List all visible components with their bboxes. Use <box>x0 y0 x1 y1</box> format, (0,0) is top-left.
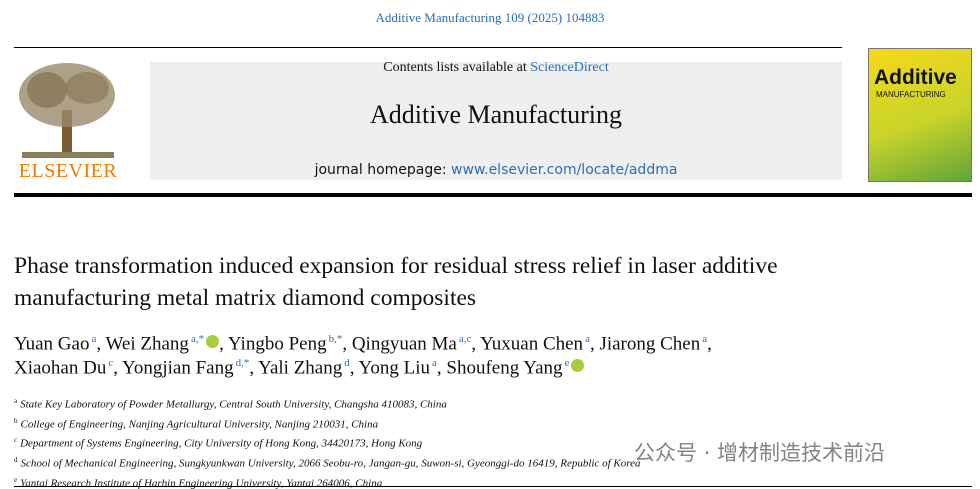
author-name[interactable]: Yongjian Fang <box>122 357 234 379</box>
affiliation-text: Department of Systems Engineering, City … <box>20 437 423 450</box>
masthead-box <box>150 62 842 180</box>
author-affiliation-marker: a <box>585 333 590 345</box>
author-affiliation-marker: a <box>91 333 97 345</box>
watermark: 公众号 · 增材制造技术前沿 <box>634 441 886 465</box>
affiliation-label: d <box>14 455 18 464</box>
author-separator: , <box>707 333 712 355</box>
publisher-name: ELSEVIER <box>18 160 118 182</box>
author-separator: , <box>249 357 255 379</box>
citation[interactable]: Additive Manufacturing 109 (2025) 104883 <box>375 10 605 25</box>
author-affiliation-marker: a,c <box>458 333 472 345</box>
journal-cover[interactable] <box>868 48 972 182</box>
bottom-rule <box>14 486 972 487</box>
affiliation-text: College of Engineering, Nanjing Agricult… <box>20 418 379 431</box>
affiliation-label: c <box>14 436 18 445</box>
author-name[interactable]: Yuxuan Chen <box>480 333 584 355</box>
author-line: Yuan Gao a, Wei Zhang a,*, Yingbo Peng b,*,… <box>14 333 712 355</box>
author-affiliation-marker: a <box>432 357 437 369</box>
author-separator: , <box>113 357 118 379</box>
affiliation-label: e <box>14 475 18 484</box>
author-affiliation-marker: a,* <box>190 333 205 345</box>
author-separator: , <box>219 333 224 355</box>
article-title: Phase transformation induced expansion f… <box>14 253 778 311</box>
affiliation-text: Yantai Research Institute of Harbin Engi… <box>20 477 383 489</box>
sciencedirect-link[interactable]: ScienceDirect <box>530 60 609 75</box>
author-name[interactable]: Qingyuan Ma <box>351 333 457 355</box>
cover-title: Additive <box>874 66 957 89</box>
author-affiliation-marker: a <box>702 333 708 345</box>
author-separator: , <box>342 333 348 355</box>
orcid-icon[interactable] <box>206 335 220 349</box>
header-rule <box>14 193 972 197</box>
author-affiliation-marker: d,* <box>235 357 250 369</box>
affiliation-list: a State Key Laboratory of Powder Metallur… <box>14 393 640 489</box>
author-affiliation-marker: e <box>564 357 570 369</box>
author-name[interactable]: Yong Liu <box>358 357 431 379</box>
author-name[interactable]: Wei Zhang <box>105 333 189 355</box>
author-separator: , <box>589 333 595 355</box>
contents-line: Contents lists available at ScienceDirec… <box>150 60 842 76</box>
author-name[interactable]: Yali Zhang <box>258 357 343 379</box>
affiliation: b College of Engineering, Nanjing Agricul… <box>14 413 640 433</box>
affiliation: c Department of Systems Engineering, City… <box>14 432 640 452</box>
homepage-link[interactable]: www.elsevier.com/locate/addma <box>451 162 678 178</box>
affiliation: d School of Mechanical Engineering, Sungk… <box>14 452 640 472</box>
affiliation: a State Key Laboratory of Powder Metallur… <box>14 393 640 413</box>
author-affiliation-marker: b,* <box>328 333 343 345</box>
affiliation-label: a <box>14 397 18 405</box>
author-separator: , <box>471 333 477 355</box>
author-affiliation-marker: c <box>108 357 114 369</box>
affiliation-text: State Key Laboratory of Powder Metallurg… <box>20 398 447 411</box>
homepage-prefix: journal homepage: <box>314 162 447 178</box>
author-name[interactable]: Jiarong Chen <box>599 333 701 355</box>
top-rule <box>14 47 842 48</box>
affiliation: e Yantai Research Institute of Harbin Eng… <box>14 472 640 489</box>
orcid-icon[interactable] <box>571 359 585 373</box>
author-separator: , <box>349 357 355 379</box>
contents-prefix: Contents lists available at <box>383 60 527 75</box>
journal-name: Additive Manufacturing <box>370 100 622 129</box>
author-affiliation-marker: d <box>344 357 350 369</box>
homepage-line: journal homepage: www.elsevier.com/locat… <box>150 162 842 178</box>
author-line: Xiaohan Du c, Yongjian Fang d,*, Yali Zhan… <box>14 357 585 379</box>
author-name[interactable]: Yuan Gao <box>14 333 90 355</box>
cover-subtitle: MANUFACTURING <box>876 90 946 99</box>
author-name[interactable]: Yingbo Peng <box>227 333 327 355</box>
affiliation-text: School of Mechanical Engineering, Sungky… <box>20 457 641 470</box>
author-name[interactable]: Shoufeng Yang <box>446 357 563 379</box>
author-separator: , <box>436 357 442 379</box>
author-name[interactable]: Xiaohan Du <box>14 357 107 379</box>
publisher-logo <box>19 63 115 158</box>
author-separator: , <box>96 333 102 355</box>
affiliation-label: b <box>14 416 18 425</box>
